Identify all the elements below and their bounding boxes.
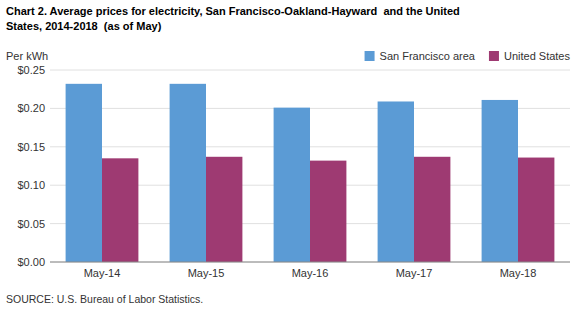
legend-label: United States — [504, 50, 571, 62]
bar — [378, 101, 414, 262]
bar — [310, 161, 346, 262]
x-tick-label: May-15 — [188, 267, 225, 279]
x-tick-label: May-16 — [292, 267, 329, 279]
bar — [482, 100, 518, 262]
y-tick-label: $0.25 — [17, 64, 45, 76]
bar — [102, 158, 138, 262]
x-tick-label: May-14 — [84, 267, 121, 279]
bar — [518, 158, 554, 262]
title: Chart 2. Average prices for electricity,… — [6, 5, 460, 17]
chart: Chart 2. Average prices for electricity,… — [0, 0, 579, 311]
bar — [414, 157, 450, 262]
legend-swatch — [489, 51, 499, 61]
legend: United States San Francisco area — [365, 50, 571, 62]
annotation: SOURCE: U.S. Bureau of Labor Statistics. — [6, 293, 203, 305]
x-tick-label: May-17 — [396, 267, 433, 279]
legend-label: San Francisco area — [380, 50, 476, 62]
y-tick-label: $0.15 — [17, 141, 45, 153]
y-tick-label: $0.00 — [17, 256, 45, 268]
bar — [274, 108, 310, 262]
x-axis-line — [50, 262, 570, 263]
y-tick-label: $0.20 — [17, 102, 45, 114]
grid — [50, 70, 570, 262]
grid-line — [50, 70, 570, 71]
x-tick-label: May-18 — [500, 267, 537, 279]
bar — [206, 157, 242, 262]
grid-line — [50, 262, 570, 263]
bar — [170, 84, 206, 262]
y-tick-label: $0.05 — [17, 218, 45, 230]
bar — [66, 84, 102, 262]
y-tick-label: $0.10 — [17, 179, 45, 191]
y-axis-label: Per kWh — [6, 50, 48, 62]
subtitle: States, 2014-2018 (as of May) — [6, 20, 162, 32]
legend-swatch — [365, 51, 375, 61]
